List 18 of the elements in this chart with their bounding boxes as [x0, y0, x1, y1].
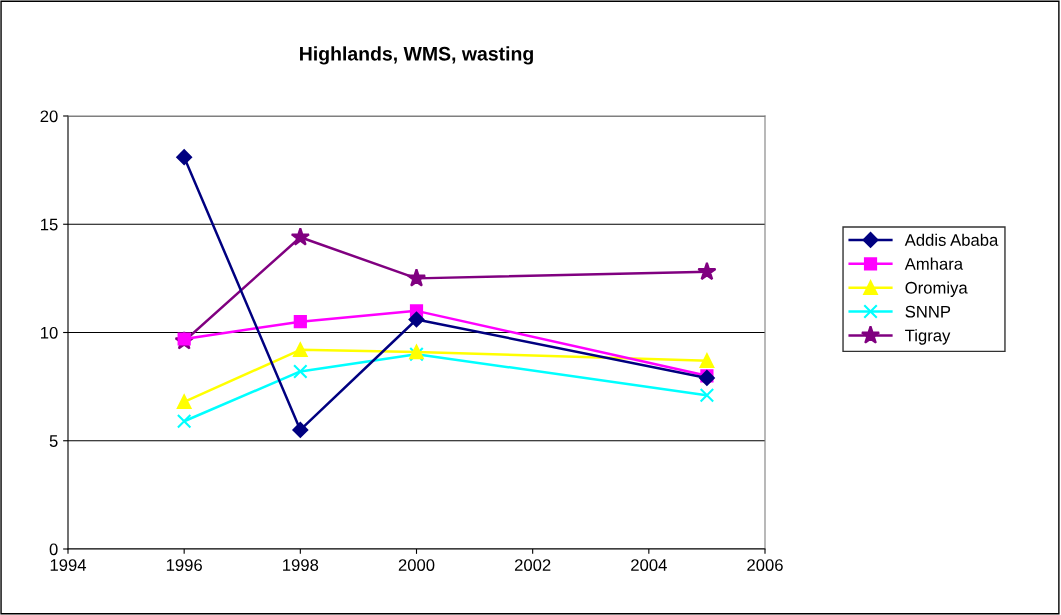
- chart-title: Highlands, WMS, wasting: [300, 46, 533, 65]
- y-tick-label: 20: [40, 110, 58, 123]
- x-tick-label: 2000: [398, 559, 435, 571]
- y-tick-label: 0: [49, 543, 58, 556]
- legend-label: Amhara: [904, 257, 964, 270]
- y-tick-label: 10: [41, 326, 58, 339]
- legend-label: Oromiya: [905, 281, 968, 297]
- y-tick-label: 5: [49, 435, 58, 447]
- x-tick-label: 1994: [50, 559, 87, 571]
- legend-label: Addis Ababa: [904, 233, 999, 246]
- x-tick-label: 2004: [631, 559, 667, 571]
- legend-label: Tigray: [905, 329, 951, 345]
- x-tick-label: 1998: [283, 559, 319, 571]
- x-tick-label: 2006: [747, 559, 783, 571]
- x-tick-label: 2002: [514, 559, 551, 571]
- legend-label: SNNP: [905, 305, 951, 318]
- y-tick-label: 15: [41, 218, 58, 231]
- x-tick-label: 1996: [166, 559, 202, 571]
